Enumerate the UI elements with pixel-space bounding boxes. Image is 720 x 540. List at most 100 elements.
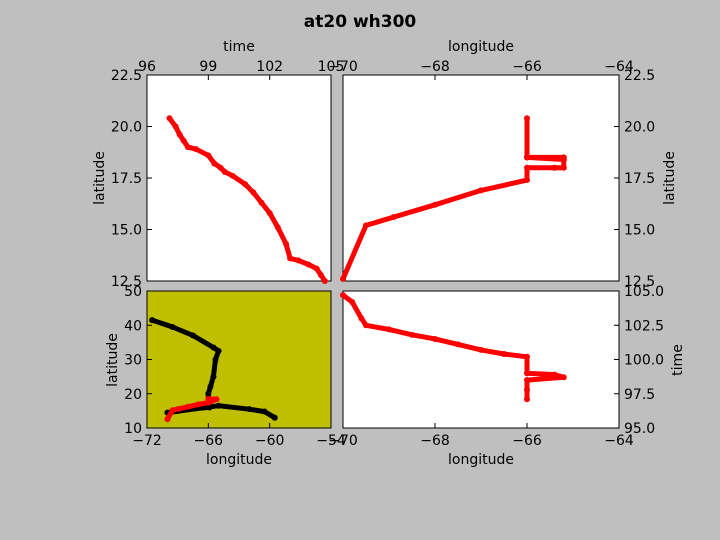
data-point: [261, 408, 268, 415]
x-tick-label: −72: [132, 433, 162, 449]
figure-title: at20 wh300: [304, 12, 417, 32]
data-point: [193, 146, 200, 153]
data-point: [283, 240, 290, 247]
data-point: [205, 152, 212, 159]
x-tick-label: −70: [328, 433, 358, 449]
y-tick-label: 100.0: [624, 353, 664, 369]
plot-area: [342, 74, 620, 282]
data-point: [390, 214, 397, 221]
y-tick-label: 97.5: [624, 387, 655, 403]
data-point: [190, 332, 196, 339]
data-point: [560, 156, 567, 163]
x-axis-label: longitude: [448, 452, 514, 468]
data-point: [409, 331, 415, 338]
y-tick-label: 22.5: [111, 68, 142, 84]
y-tick-label: 17.5: [111, 171, 142, 187]
data-point: [166, 115, 173, 122]
x-tick-label: −66: [512, 59, 542, 75]
data-point: [205, 390, 212, 397]
data-point: [317, 271, 324, 278]
data-point: [524, 177, 530, 184]
data-point: [478, 346, 484, 353]
data-point: [363, 322, 369, 329]
y-tick-label: 17.5: [624, 171, 655, 187]
x-tick-label: −60: [255, 433, 285, 449]
y-tick-label: 12.5: [624, 274, 655, 290]
y-tick-label: 20.0: [111, 120, 142, 136]
y-axis-label: latitude: [105, 333, 121, 387]
data-point: [287, 255, 294, 262]
data-point: [250, 189, 257, 196]
x-axis-label: longitude: [206, 452, 272, 468]
y-tick-label: 95.0: [624, 421, 655, 437]
data-point: [246, 406, 253, 413]
x-tick-label: −66: [194, 433, 224, 449]
y-tick-label: 20.0: [624, 120, 655, 136]
data-point: [560, 374, 567, 381]
data-point: [229, 172, 236, 179]
plot-area: [342, 290, 620, 429]
data-point: [551, 371, 558, 378]
data-point: [295, 257, 302, 264]
data-point: [184, 144, 191, 151]
data-marks: [166, 115, 328, 284]
y-tick-labels: 12.5 15.0 17.5 20.0 22.5: [111, 68, 152, 290]
data-point: [524, 164, 530, 171]
data-point: [206, 404, 213, 411]
panel-map-latitude-vs-longitude: 10 20 30 40 50 −72 −66 −60 −54 longitude latitu…: [105, 284, 346, 468]
data-point: [149, 317, 156, 324]
data-point: [213, 396, 220, 403]
y-tick-label: 22.5: [624, 68, 655, 84]
data-point: [501, 351, 507, 358]
y-tick-label: 105.0: [624, 284, 664, 300]
data-point: [432, 201, 438, 208]
x-tick-labels: −72 −66 −60 −54: [132, 423, 346, 449]
data-point: [221, 168, 228, 175]
x-tick-label: −54: [316, 433, 346, 449]
y-axis-label: time: [670, 344, 686, 376]
y-tick-label: 50: [124, 284, 142, 300]
data-point: [524, 154, 530, 161]
data-point: [176, 131, 183, 138]
data-point: [169, 323, 176, 330]
data-point: [524, 386, 530, 393]
x-tick-label: 102: [256, 59, 283, 75]
y-tick-label: 12.5: [111, 274, 142, 290]
y-tick-label: 10: [124, 421, 142, 437]
data-point: [195, 401, 202, 408]
x-tick-label: 96: [138, 59, 156, 75]
data-point: [172, 123, 179, 130]
data-point: [211, 160, 218, 167]
data-point: [217, 164, 224, 171]
data-point: [164, 416, 171, 423]
y-tick-labels: 10 20 30 40 50: [124, 284, 152, 437]
y-tick-labels: 12.5 15.0 17.5 20.0 22.5: [614, 68, 655, 290]
x-axis-label: longitude: [448, 39, 514, 55]
data-point: [321, 278, 328, 284]
x-tick-labels: −70 −68 −66 −64: [328, 423, 634, 449]
data-point: [313, 265, 320, 272]
data-point: [524, 115, 530, 122]
data-point: [274, 224, 281, 231]
data-point: [215, 402, 222, 409]
data-point: [524, 377, 530, 384]
data-point: [349, 298, 356, 305]
x-tick-labels: −70 −68 −66 −64: [328, 59, 634, 80]
data-point: [210, 344, 217, 351]
panel-latitude-vs-time: 12.5 15.0 17.5 20.0 22.5 96 99 102 105 time lat…: [92, 39, 344, 290]
x-tick-label: −70: [328, 59, 358, 75]
y-tick-label: 40: [124, 318, 142, 334]
y-tick-label: 102.5: [624, 318, 664, 334]
data-point: [340, 275, 346, 282]
data-point: [551, 164, 558, 171]
data-point: [175, 405, 182, 412]
y-tick-label: 15.0: [624, 223, 655, 239]
y-axis-label: latitude: [662, 151, 678, 205]
data-marks: [149, 317, 278, 423]
data-point: [358, 315, 365, 322]
panel-time-vs-longitude: 95.0 97.5 100.0 102.5 105.0 −70 −68 −66 −64 lon…: [328, 284, 686, 468]
y-tick-label: 15.0: [111, 223, 142, 239]
data-point: [184, 403, 191, 410]
y-tick-label: 20: [124, 387, 142, 403]
